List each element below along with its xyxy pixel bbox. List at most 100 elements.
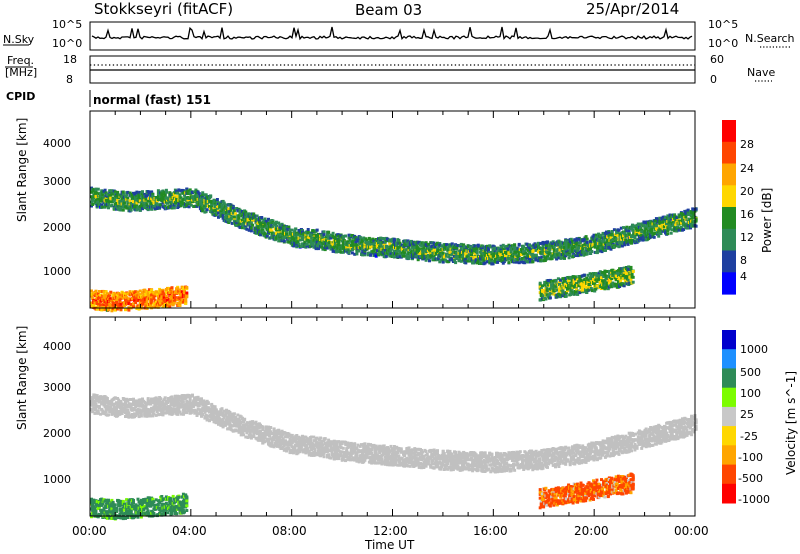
scatter-cell: [601, 286, 605, 290]
scatter-cell: [586, 285, 590, 289]
scatter-cell: [526, 253, 530, 257]
scatter-cell: [94, 289, 98, 293]
scatter-cell: [567, 243, 571, 247]
scatter-cell: [583, 237, 587, 241]
scatter-cell: [107, 202, 110, 206]
scatter-cell: [204, 210, 208, 214]
scatter-cell: [338, 244, 342, 248]
scatter-cell: [686, 208, 690, 212]
scatter-cell: [209, 195, 213, 199]
scatter-cell: [463, 245, 467, 249]
scatter-cell: [213, 207, 217, 211]
scatter-cell: [567, 256, 571, 260]
scatter-cell: [479, 257, 483, 261]
scatter-cell: [569, 237, 573, 241]
scatter-cell: [575, 286, 578, 290]
scatter-cell: [388, 254, 392, 258]
scatter-cell: [100, 189, 104, 193]
scatter-cell: [236, 219, 240, 223]
scatter-cell: [354, 236, 358, 240]
scatter-cell: [581, 247, 585, 251]
scatter-cell: [116, 307, 120, 311]
nsky-tick-bottom: 10^0: [52, 37, 83, 50]
scatter-cell: [515, 260, 519, 264]
scatter-cell: [578, 240, 582, 244]
scatter-cell: [305, 244, 309, 248]
scatter-cell: [437, 257, 441, 261]
scatter-cell: [462, 252, 466, 256]
scatter-cell: [546, 240, 549, 244]
scatter-cell: [256, 224, 260, 227]
scatter-cell: [541, 284, 544, 288]
scatter-cell: [545, 286, 549, 290]
scatter-cell: [285, 229, 289, 233]
scatter-cell: [424, 258, 428, 262]
freq-label-1: Freq.: [7, 54, 35, 67]
scatter-cell: [543, 248, 547, 252]
scatter-cell: [612, 228, 616, 232]
scatter-cell: [689, 226, 692, 230]
scatter-cell: [692, 211, 696, 215]
scatter-cell: [263, 217, 267, 221]
scatter-cell: [383, 248, 387, 252]
scatter-cell: [475, 251, 479, 255]
scatter-cell: [622, 270, 626, 274]
scatter-cell: [623, 279, 627, 283]
scatter-cell: [138, 199, 142, 203]
scatter-cell: [539, 258, 543, 262]
scatter-cell: [552, 248, 556, 252]
scatter-cell: [488, 251, 492, 254]
freq-tick-bottom: 8: [66, 73, 73, 86]
scatter-cell: [499, 250, 503, 254]
scatter-cell: [568, 254, 572, 257]
scatter-cell: [595, 279, 599, 283]
scatter-cell: [121, 296, 125, 300]
scatter-cell: [184, 299, 188, 303]
scatter-cell: [589, 248, 593, 251]
scatter-cell: [311, 229, 315, 233]
scatter-cell: [247, 228, 251, 232]
scatter-cell: [585, 290, 589, 294]
scatter-cell: [564, 291, 568, 295]
scatter-cell: [161, 301, 165, 305]
scatter-cell: [547, 281, 551, 285]
scatter-cell: [455, 246, 459, 249]
scatter-cell: [327, 230, 331, 234]
scatter-cell: [513, 248, 517, 252]
power-scatter: [90, 186, 698, 313]
scatter-cell: [227, 207, 231, 211]
scatter-cell: [389, 249, 393, 253]
scatter-cell: [285, 232, 289, 236]
scatter-cell: [237, 214, 241, 218]
scatter-cell: [424, 241, 428, 245]
scatter-cell: [450, 242, 454, 246]
scatter-cell: [383, 240, 387, 244]
beam-title: Beam 03: [355, 1, 423, 19]
scatter-cell: [344, 234, 348, 238]
scatter-cell: [622, 284, 626, 288]
scatter-cell: [627, 229, 631, 233]
scatter-cell: [155, 207, 159, 210]
scatter-cell: [183, 193, 186, 197]
scatter-cell: [158, 198, 162, 202]
scatter-cell: [607, 242, 611, 246]
scatter-cell: [575, 290, 578, 294]
scatter-cell: [365, 247, 369, 251]
velocity-ytick-2000: 2000: [43, 427, 71, 440]
scatter-cell: [313, 237, 317, 240]
xtick-1: 04:00: [172, 524, 207, 538]
scatter-cell: [413, 246, 417, 250]
scatter-cell: [96, 187, 100, 191]
scatter-cell: [222, 201, 226, 205]
scatter-cell: [557, 251, 561, 255]
scatter-cell: [500, 245, 504, 249]
scatter-cell: [678, 219, 682, 223]
scatter-cell: [581, 290, 585, 294]
scatter-cell: [156, 305, 160, 309]
scatter-cell: [310, 236, 314, 240]
scatter-cell: [344, 240, 348, 244]
scatter-cell: [530, 244, 534, 248]
scatter-cell: [440, 244, 444, 248]
scatter-cell: [150, 207, 154, 211]
scatter-cell: [116, 198, 120, 202]
